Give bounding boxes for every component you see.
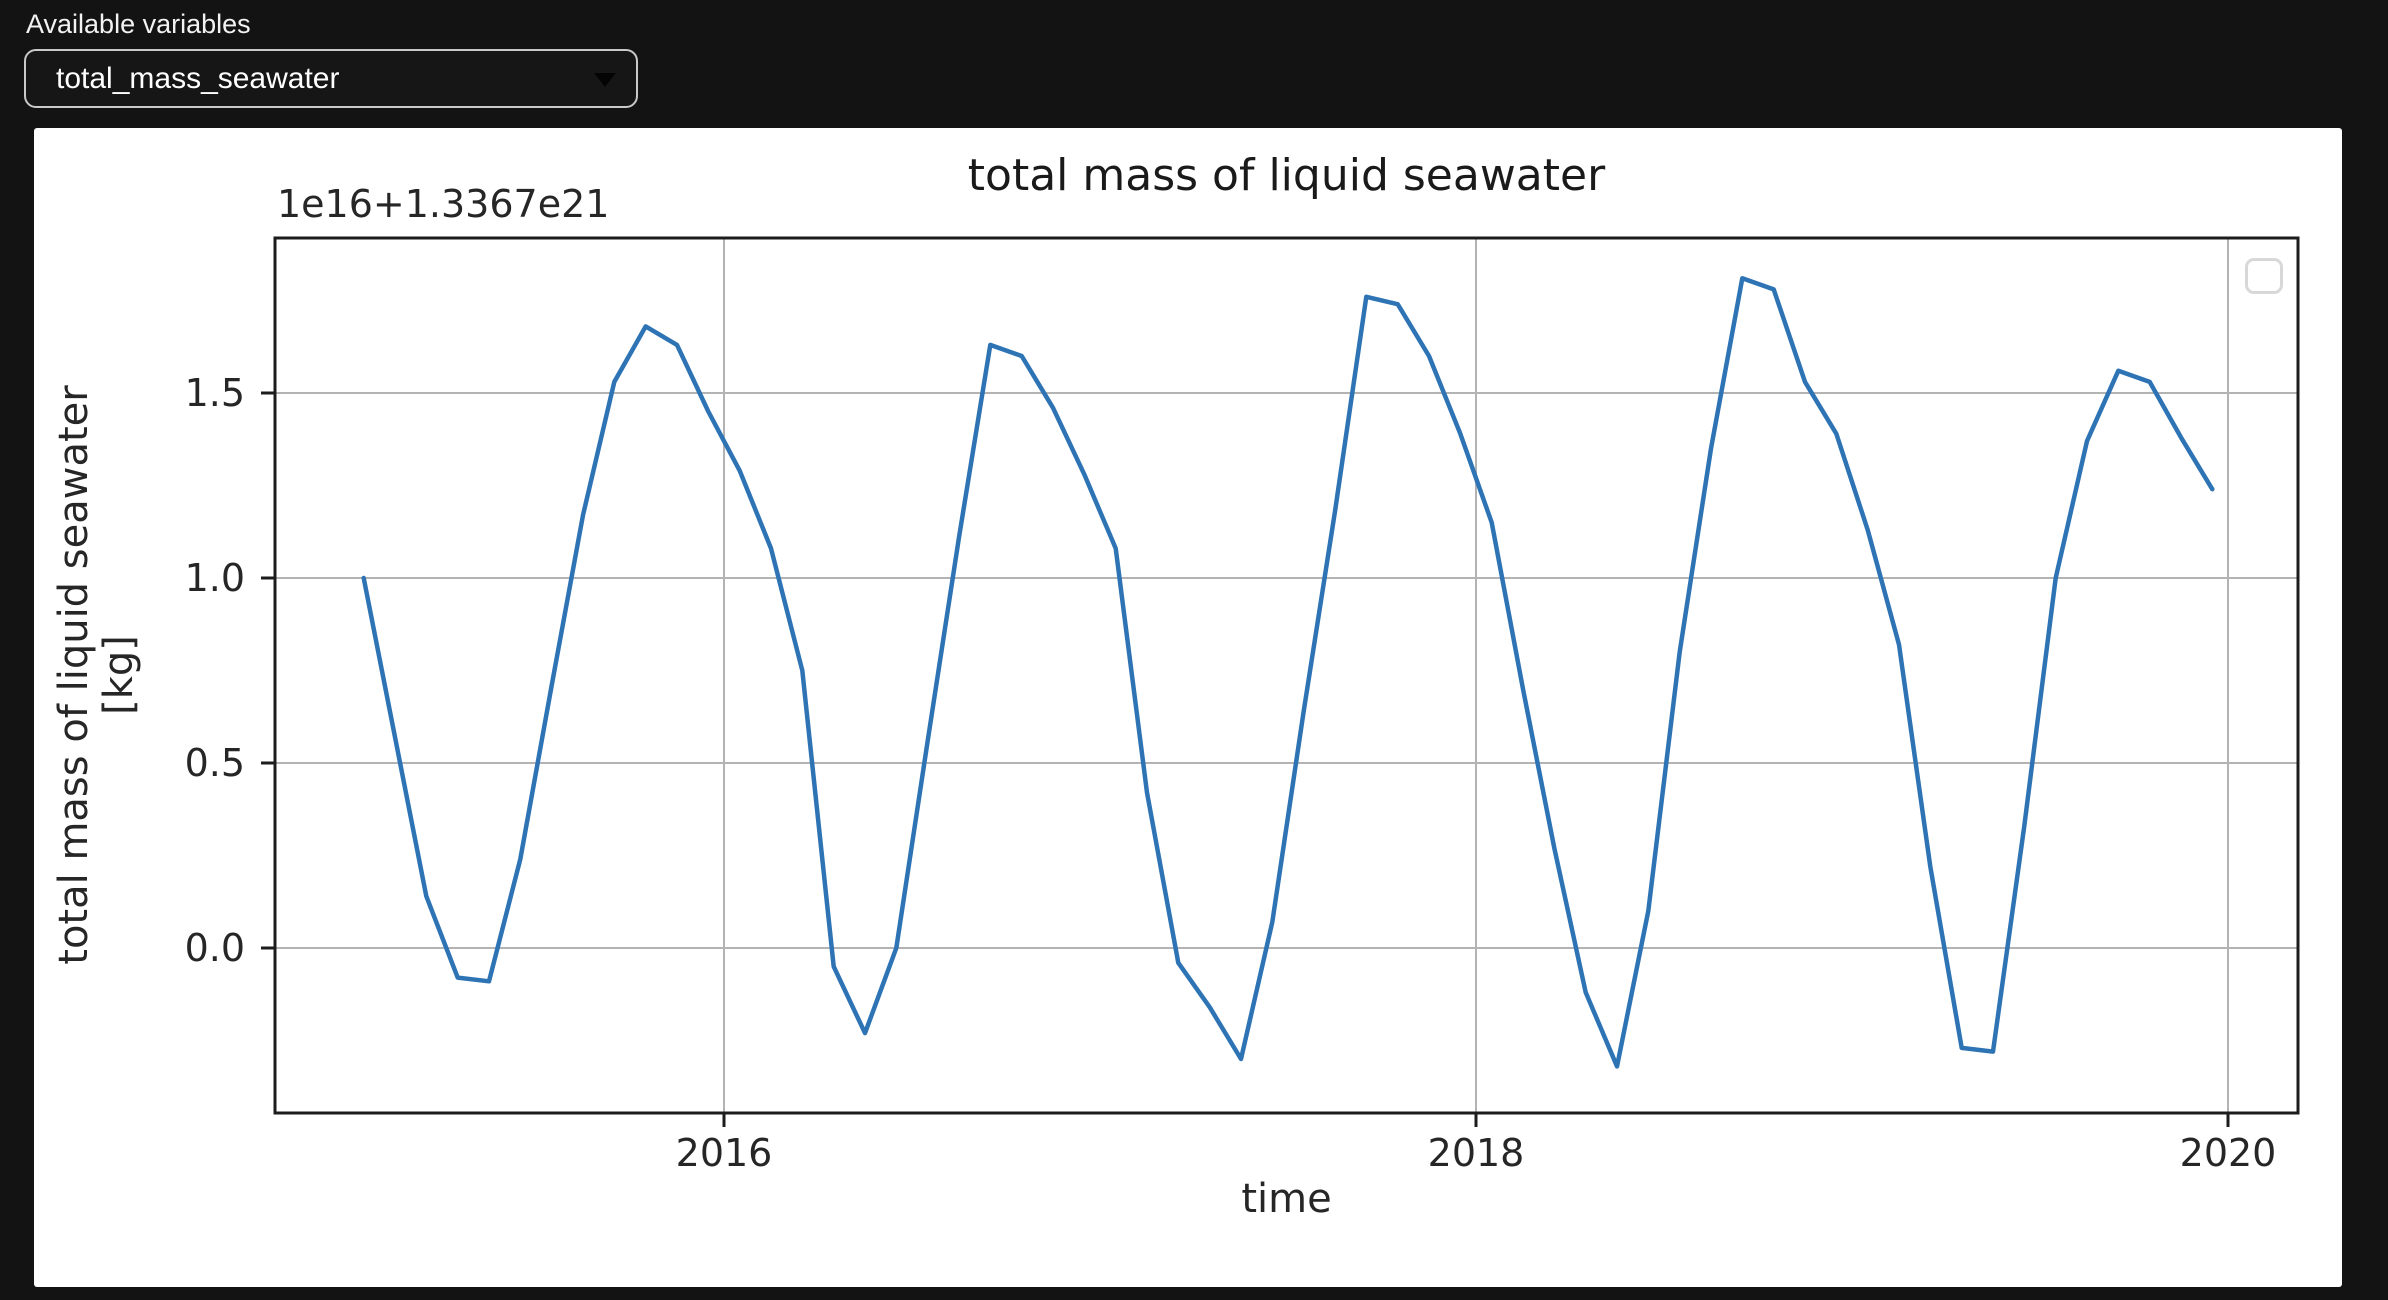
available-variables-label: Available variables — [26, 9, 251, 39]
y-tick-label: 1.5 — [184, 371, 245, 415]
chart-panel: 1e16+1.3367e21 total mass of liquid seaw… — [34, 128, 2342, 1287]
legend-box — [2245, 258, 2283, 294]
line-chart — [261, 236, 2300, 1127]
x-tick-label: 2018 — [1427, 1131, 1525, 1175]
chart-title: total mass of liquid seawater — [967, 150, 1606, 201]
variable-select[interactable]: total_mass_seawater — [24, 49, 638, 108]
x-axis-label: time — [1241, 1176, 1332, 1222]
axis-offset-text: 1e16+1.3367e21 — [277, 182, 610, 226]
y-axis-label-text: total mass of liquid seawater — [51, 385, 97, 965]
x-tick-label: 2020 — [2179, 1131, 2277, 1175]
x-tick-label: 2016 — [675, 1131, 773, 1175]
y-tick-label: 1.0 — [184, 556, 245, 600]
y-axis-label-units: [kg] — [96, 635, 142, 715]
y-tick-label: 0.5 — [184, 741, 245, 785]
variable-select-value: total_mass_seawater — [56, 62, 340, 95]
chevron-down-icon — [594, 73, 616, 87]
y-tick-label: 0.0 — [184, 926, 245, 970]
y-axis-label: total mass of liquid seawater [kg] — [51, 225, 142, 1125]
